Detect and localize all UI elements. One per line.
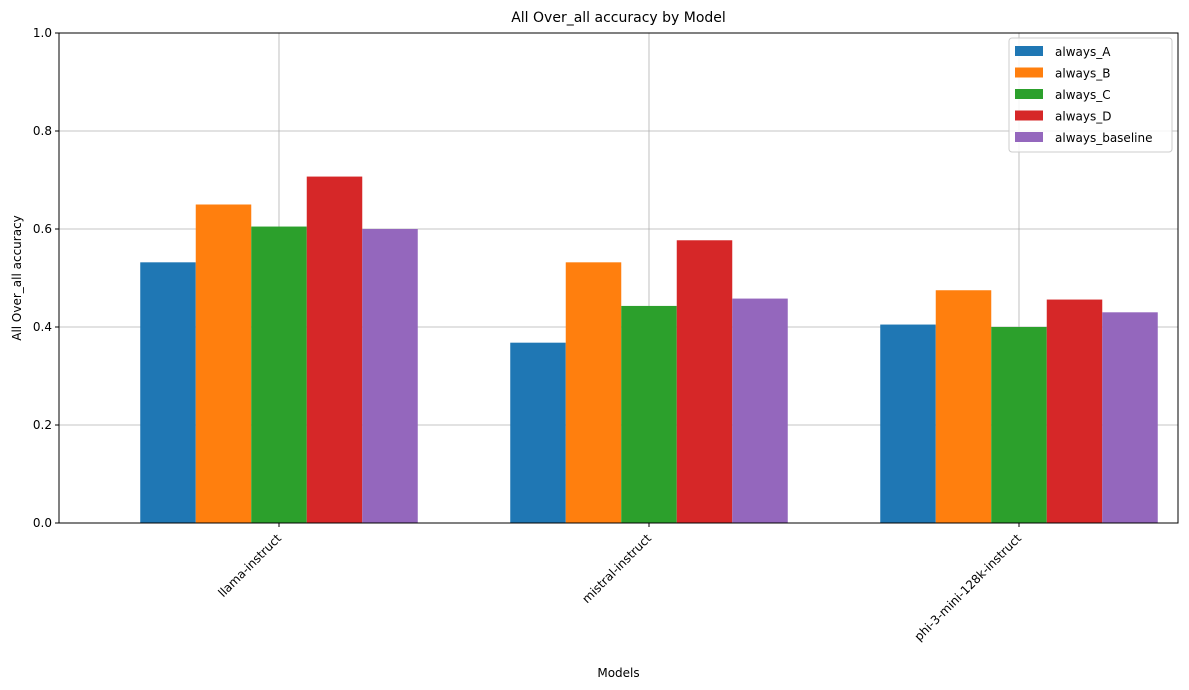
bar-always_B <box>935 290 992 523</box>
bar-always_D <box>676 240 733 523</box>
x-axis-label: Models <box>597 666 639 680</box>
bar-always_baseline <box>1102 312 1158 523</box>
legend-label-always_baseline: always_baseline <box>1055 131 1152 145</box>
legend-label-always_D: always_D <box>1055 110 1111 124</box>
bar-always_D <box>306 176 363 523</box>
bar-always_baseline <box>362 229 418 523</box>
legend-swatch-always_C <box>1015 89 1043 99</box>
y-tick-label: 0.8 <box>33 124 52 138</box>
y-tick-label: 1.0 <box>33 26 52 40</box>
bar-always_C <box>621 305 677 523</box>
y-axis-label: All Over_all accuracy <box>10 215 24 341</box>
bar-always_C <box>991 327 1047 523</box>
y-tick-label: 0.6 <box>33 222 52 236</box>
legend-box <box>1008 37 1173 153</box>
bar-always_A <box>510 342 566 523</box>
legend-swatch-always_B <box>1015 67 1043 78</box>
y-axis: 0.0 0.2 0.4 0.6 0.8 1.0 <box>33 26 59 530</box>
bars <box>140 176 1158 524</box>
bar-always_C <box>251 226 307 524</box>
x-axis: llama-instruct mistral-instruct phi-3-mini… <box>215 523 1024 644</box>
axes-frame <box>58 32 1179 524</box>
x-tick-label: phi-3-mini-128k-instruct <box>912 531 1025 644</box>
legend-label-always_C: always_C <box>1055 88 1111 102</box>
bar-always_B <box>195 204 252 523</box>
chart-title: All Over_all accuracy by Model <box>511 10 726 26</box>
legend-label-always_B: always_B <box>1055 67 1110 81</box>
y-tick-label: 0.0 <box>33 516 52 530</box>
x-tick-label: llama-instruct <box>215 531 284 600</box>
legend-label-always_A: always_A <box>1055 45 1111 59</box>
bar-always_D <box>1046 299 1103 523</box>
x-tick-label: mistral-instruct <box>579 531 654 606</box>
bar-always_B <box>565 262 622 523</box>
y-tick-label: 0.4 <box>33 320 52 334</box>
legend: always_A always_B always_C always_D always_b… <box>1008 37 1173 153</box>
bar-always_baseline <box>732 298 788 523</box>
bar-always_A <box>140 262 196 523</box>
legend-swatch-always_A <box>1015 46 1043 56</box>
legend-swatch-always_D <box>1015 110 1043 121</box>
legend-swatch-always_baseline <box>1015 132 1043 142</box>
bar-always_A <box>880 324 936 523</box>
y-tick-label: 0.2 <box>33 418 52 432</box>
